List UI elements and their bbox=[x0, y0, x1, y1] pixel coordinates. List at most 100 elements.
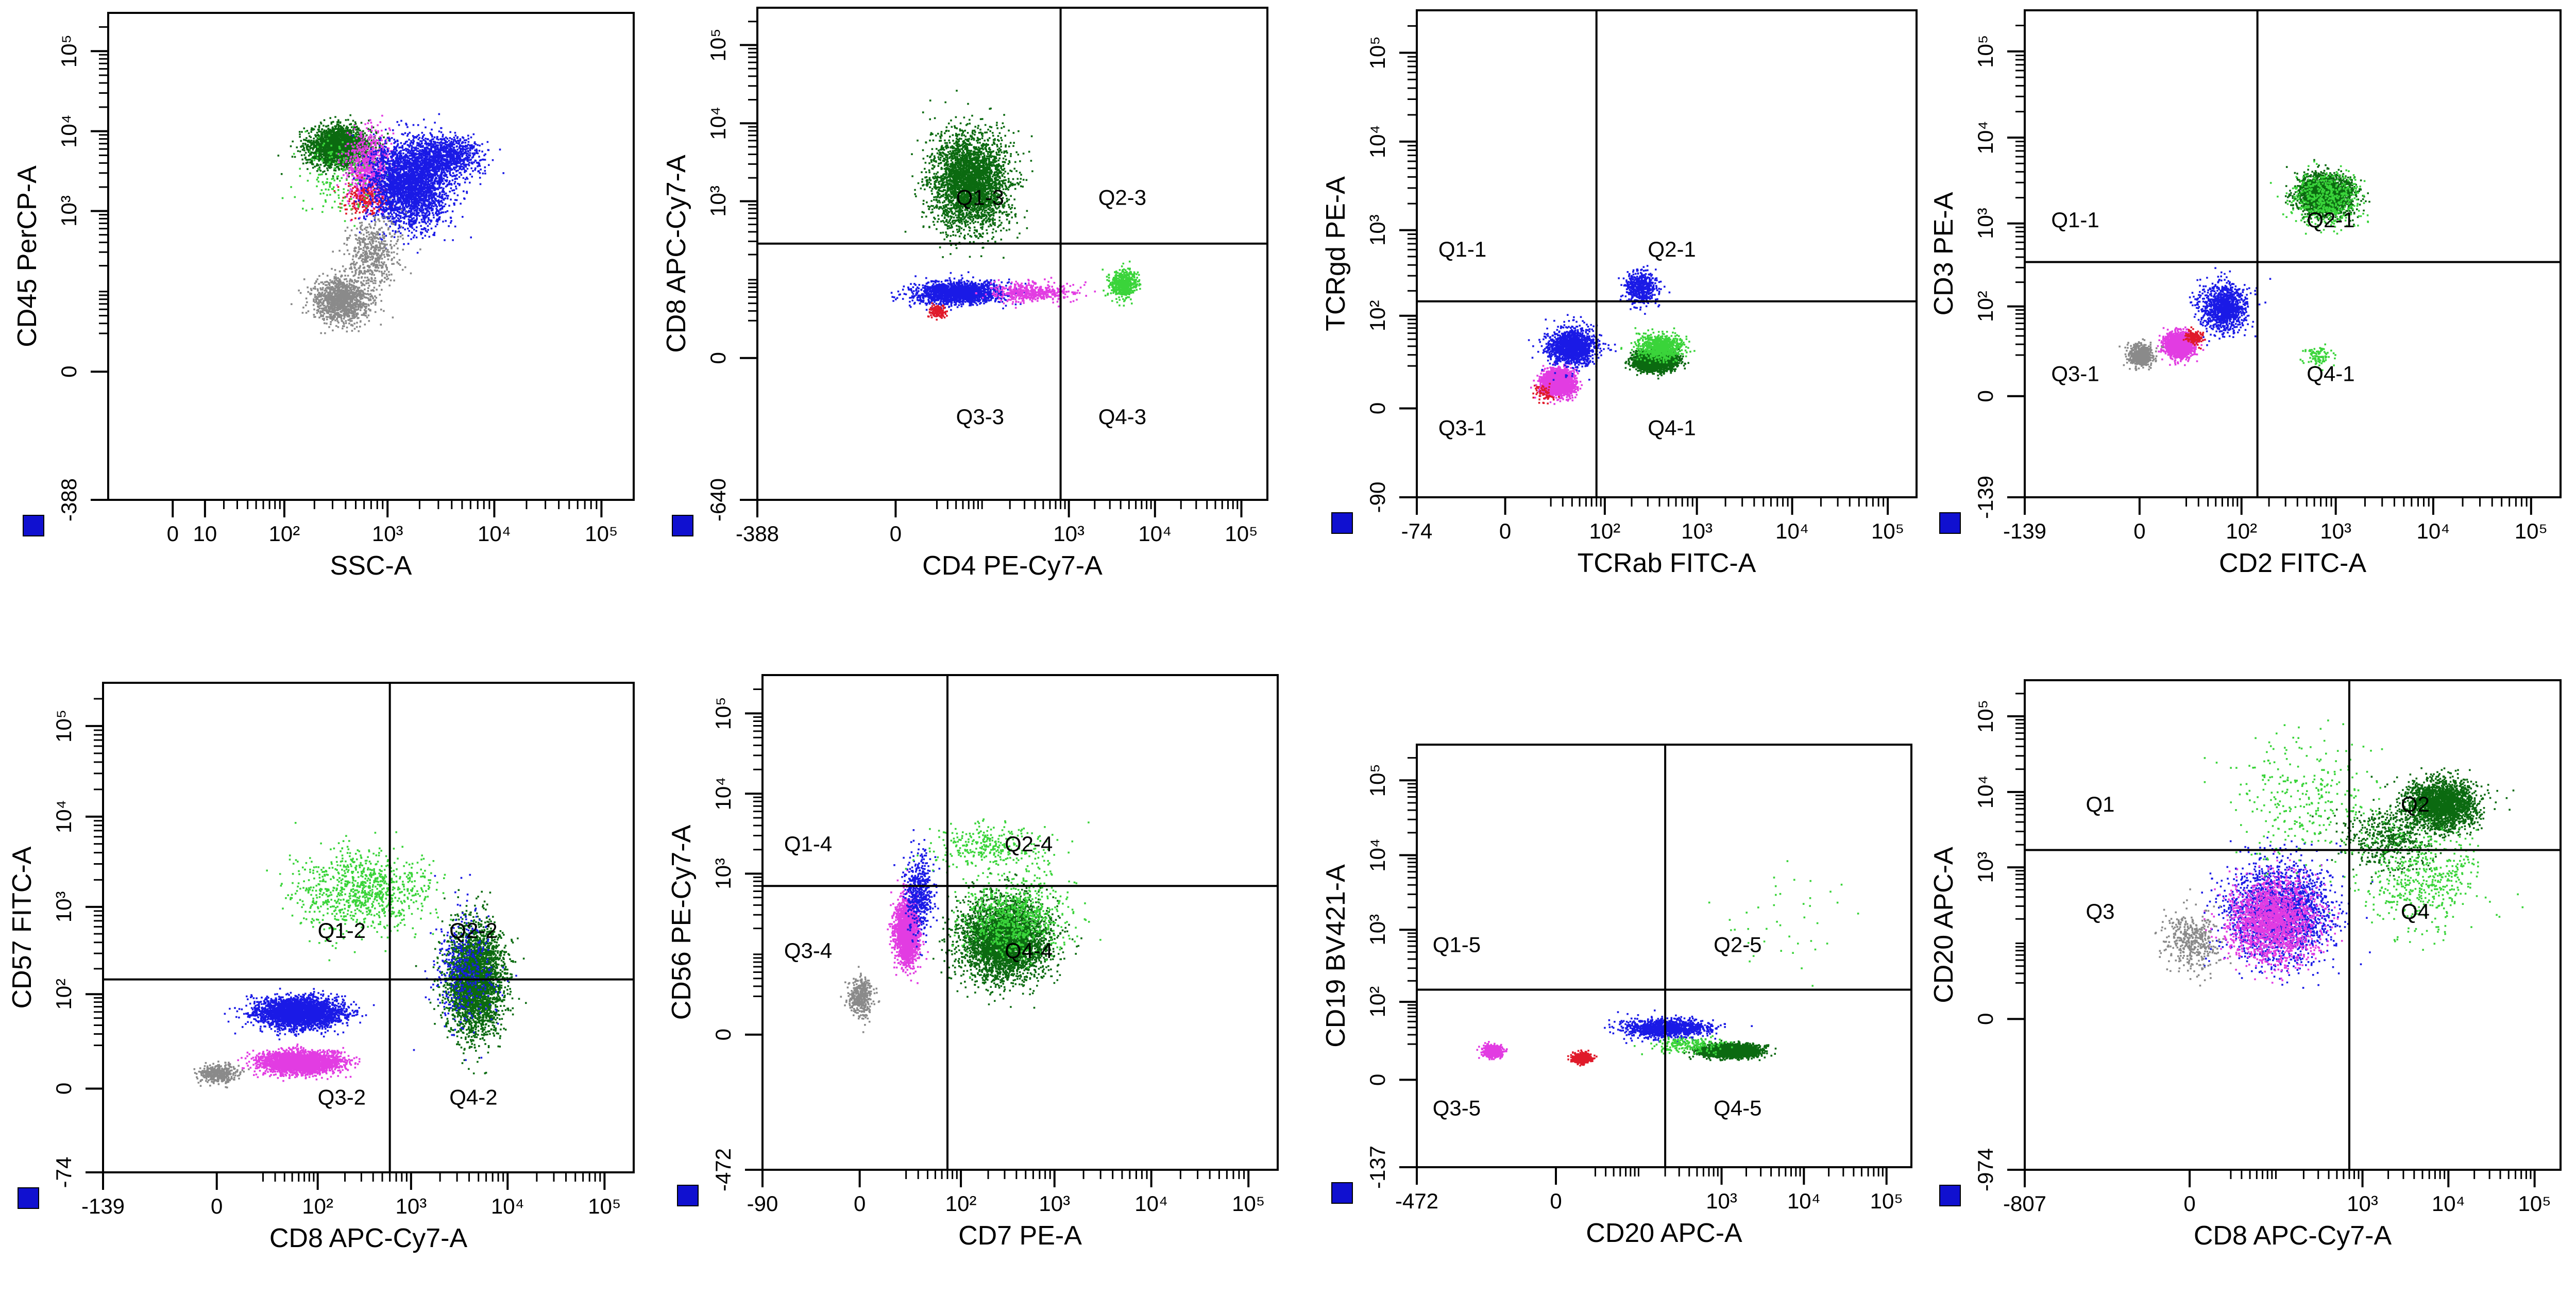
quadrant-label: Q4-5 bbox=[1714, 1096, 1761, 1120]
y-tick-label: 0 bbox=[1973, 390, 1997, 402]
population-green bbox=[952, 855, 1101, 978]
x-tick-label: 10 bbox=[193, 522, 217, 546]
x-axis-ticks: -90 0 10² 10³ 10⁴ 10⁵ bbox=[747, 1170, 1265, 1216]
quadrant-label: Q3-2 bbox=[318, 1085, 366, 1109]
y-axis-title: CD20 APC-A bbox=[1932, 847, 1959, 1003]
event-dots bbox=[1476, 860, 1859, 1067]
x-tick-label: 10⁴ bbox=[478, 522, 511, 546]
quadrant-label: Q4-3 bbox=[1098, 405, 1146, 429]
x-tick-label: 10⁴ bbox=[1138, 522, 1172, 546]
y-tick-label: 10⁴ bbox=[711, 777, 735, 811]
population-red bbox=[2182, 326, 2206, 350]
y-tick-label: 10³ bbox=[1973, 852, 1997, 883]
population-blue bbox=[413, 873, 517, 1061]
population-gray bbox=[840, 966, 880, 1033]
corner-marker-icon bbox=[1939, 1185, 1961, 1206]
event-dots bbox=[2119, 159, 2370, 372]
x-tick-label: 10³ bbox=[1706, 1189, 1737, 1213]
y-tick-label: 10⁵ bbox=[1365, 36, 1389, 69]
y-tick-label: 10⁵ bbox=[1973, 700, 1997, 733]
scatter-panel-tcrgd-vs-tcrab: Q1-1 Q2-1 Q3-1 Q4-1 -74 0 10² 10³ 10⁴ 10⁵ -90 0 10² 1… bbox=[1288, 0, 1932, 618]
population-blue bbox=[351, 113, 482, 254]
event-dots bbox=[840, 818, 1101, 1033]
y-tick-label: -137 bbox=[1365, 1146, 1389, 1189]
x-tick-label: 10⁵ bbox=[1870, 1189, 1903, 1213]
corner-marker-icon bbox=[1939, 512, 1961, 534]
population-gray bbox=[2119, 338, 2164, 371]
quadrant-label: Q1-3 bbox=[956, 185, 1004, 209]
x-tick-label: 10⁵ bbox=[1871, 519, 1904, 543]
event-dots bbox=[193, 822, 527, 1089]
event-dots bbox=[1528, 265, 1696, 405]
population-dark_green bbox=[1683, 1038, 1777, 1062]
population-green bbox=[1101, 260, 1142, 307]
x-tick-label: 0 bbox=[1499, 519, 1511, 543]
population-green bbox=[1620, 327, 1696, 364]
scatter-plot-svg: Q1 Q2 Q3 Q4 -807 0 10³ 10⁴ 10⁵ -974 0 10³ 10⁴ 10⁵ CD8 … bbox=[1929, 679, 2562, 1251]
y-tick-label: 10³ bbox=[711, 858, 735, 889]
x-tick-label: 10³ bbox=[2320, 519, 2351, 543]
y-tick-label: 10⁵ bbox=[706, 28, 730, 61]
y-tick-label: -974 bbox=[1973, 1148, 1997, 1191]
population-magenta bbox=[975, 277, 1096, 309]
population-blue bbox=[1528, 314, 1617, 381]
x-tick-label: 10³ bbox=[1053, 522, 1084, 546]
y-tick-label: 10² bbox=[52, 979, 76, 1010]
scatter-panel-cd8-vs-cd4: Q1-3 Q2-3 Q3-3 Q4-3 -388 0 10³ 10⁴ 10⁵ -640 0 10³ 10… bbox=[644, 0, 1288, 618]
y-tick-label: 10⁴ bbox=[1365, 125, 1389, 158]
population-magenta bbox=[228, 1044, 361, 1082]
population-green bbox=[905, 818, 1090, 880]
corner-marker-icon bbox=[677, 1185, 699, 1206]
corner-marker-icon bbox=[1331, 1182, 1353, 1204]
scatter-plot-svg: Q1-4 Q2-4 Q3-4 Q4-4 -90 0 10² 10³ 10⁴ 10⁵ -472 0 10³… bbox=[667, 674, 1279, 1251]
x-tick-label: 10⁵ bbox=[2515, 519, 2548, 543]
x-axis-ticks: -139 0 10² 10³ 10⁴ 10⁵ bbox=[2003, 497, 2548, 543]
x-axis-title: CD2 FITC-A bbox=[2219, 548, 2366, 578]
x-axis-ticks: -74 0 10² 10³ 10⁴ 10⁵ bbox=[1401, 497, 1904, 543]
population-red bbox=[1567, 1049, 1598, 1067]
population-magenta bbox=[2204, 849, 2343, 984]
y-tick-label: -640 bbox=[706, 478, 730, 522]
x-tick-label: -472 bbox=[1395, 1189, 1438, 1213]
y-tick-label: 10² bbox=[1365, 986, 1389, 1018]
y-axis-ticks: -90 0 10² 10³ 10⁴ 10⁵ bbox=[1365, 25, 1417, 513]
plot-frame bbox=[102, 682, 635, 1173]
y-tick-label: -388 bbox=[57, 478, 81, 522]
y-tick-label: 0 bbox=[1365, 1074, 1389, 1086]
x-tick-label: 10⁴ bbox=[2417, 519, 2450, 543]
quadrant-label: Q1 bbox=[2086, 792, 2115, 816]
y-tick-label: 10³ bbox=[1365, 914, 1389, 946]
quadrant-label: Q3-5 bbox=[1433, 1096, 1481, 1120]
population-green bbox=[281, 125, 393, 227]
y-tick-label: 10⁵ bbox=[711, 697, 735, 730]
population-magenta bbox=[1476, 1041, 1508, 1061]
quadrant-label: Q2-4 bbox=[1005, 832, 1053, 856]
x-tick-label: 0 bbox=[890, 522, 902, 546]
x-tick-label: 10³ bbox=[1039, 1191, 1070, 1216]
x-tick-label: -807 bbox=[2003, 1191, 2046, 1216]
population-blue bbox=[1618, 265, 1671, 315]
quadrant-label: Q4-2 bbox=[449, 1085, 497, 1109]
y-axis-ticks: -139 0 10² 10³ 10⁴ 10⁵ bbox=[1973, 24, 2025, 519]
x-tick-label: 10³ bbox=[372, 522, 403, 546]
scatter-panel-cd20-vs-cd8: Q1 Q2 Q3 Q4 -807 0 10³ 10⁴ 10⁵ -974 0 10³ 10⁴ 10⁵ CD8 … bbox=[1929, 654, 2576, 1292]
quadrant-label: Q1-1 bbox=[2051, 208, 2099, 232]
x-tick-label: -388 bbox=[736, 522, 779, 546]
x-tick-label: 10⁴ bbox=[491, 1194, 524, 1218]
x-tick-label: 10⁴ bbox=[1134, 1191, 1168, 1216]
population-blue bbox=[893, 829, 941, 956]
population-blue bbox=[1604, 1010, 1753, 1044]
population-green bbox=[266, 822, 452, 962]
y-tick-label: 0 bbox=[52, 1083, 76, 1095]
population-dark_green bbox=[904, 90, 1033, 259]
quadrant-label: Q2-2 bbox=[449, 918, 497, 943]
y-tick-label: 10⁵ bbox=[1365, 764, 1389, 797]
y-tick-label: 10³ bbox=[1973, 208, 1997, 239]
x-tick-label: 10⁴ bbox=[1787, 1189, 1821, 1213]
quadrant-label: Q4-1 bbox=[2307, 361, 2354, 385]
y-axis-title: CD8 APC-Cy7-A bbox=[662, 155, 691, 353]
x-tick-label: -139 bbox=[2003, 519, 2046, 543]
population-gray bbox=[291, 265, 394, 334]
scatter-panel-cd3-vs-cd2: Q1-1 Q2-1 Q3-1 Q4-1 -139 0 10² 10³ 10⁴ 10⁵ -139 0 10… bbox=[1929, 0, 2576, 618]
y-tick-label: 0 bbox=[706, 352, 730, 364]
